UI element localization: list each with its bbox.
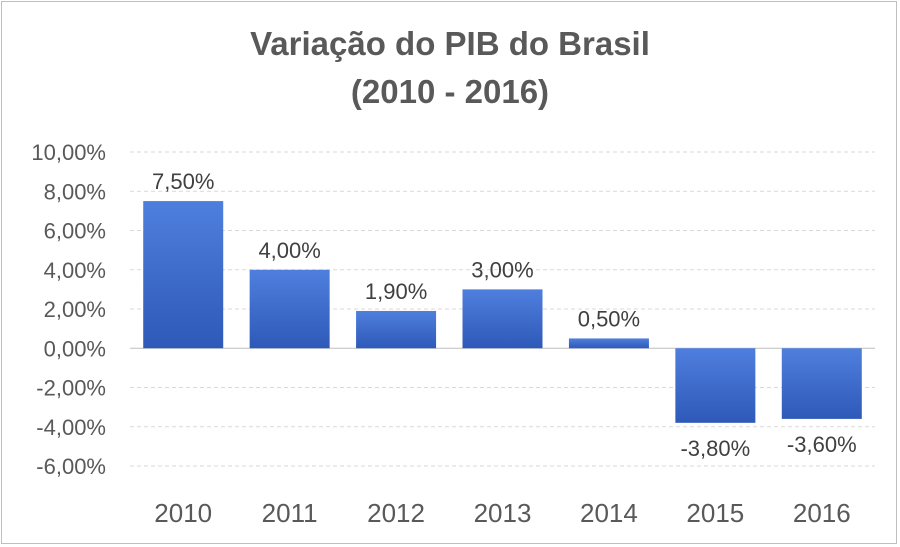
bar-2015 — [675, 348, 756, 423]
y-tick-label: 6,00% — [44, 219, 106, 244]
data-label-2015: -3,80% — [680, 436, 750, 461]
y-tick-label: 8,00% — [44, 179, 106, 204]
data-label-2013: 3,00% — [471, 257, 533, 282]
data-label-2014: 0,50% — [578, 306, 640, 331]
data-label-2010: 7,50% — [152, 169, 214, 194]
y-tick-label: 2,00% — [44, 297, 106, 322]
data-labels: 7,50% 4,00% 1,90% 3,00% 0,50% -3,80% -3,60% — [152, 169, 857, 461]
y-tick-label: -2,00% — [36, 376, 106, 401]
bars — [143, 201, 862, 423]
x-category-label: 2011 — [262, 498, 318, 528]
y-tick-label: -6,00% — [36, 454, 106, 479]
y-tick-label: 4,00% — [44, 258, 106, 283]
x-category-label: 2015 — [686, 498, 744, 528]
bar-2010 — [143, 201, 224, 349]
data-label-2012: 1,90% — [365, 279, 427, 304]
x-category-label: 2014 — [580, 498, 638, 528]
bar-2016 — [781, 348, 862, 419]
data-label-2011: 4,00% — [258, 238, 320, 263]
chart-title-line-1: Variação do PIB do Brasil — [250, 25, 650, 62]
x-category-label: 2016 — [793, 498, 851, 528]
chart-title-line-2: (2010 - 2016) — [351, 73, 549, 110]
x-category-label: 2012 — [367, 498, 425, 528]
x-category-label: 2013 — [474, 498, 532, 528]
bar-2011 — [249, 269, 330, 349]
y-tick-label: -4,00% — [36, 415, 106, 440]
bar-2014 — [568, 338, 649, 349]
y-tick-label: 10,00% — [31, 140, 106, 165]
y-axis-ticks: 10,00% 8,00% 6,00% 4,00% 2,00% 0,00% -2,00% -4,… — [31, 140, 106, 479]
x-category-label: 2010 — [154, 498, 212, 528]
x-axis-categories: 2010 2011 2012 2013 2014 2015 2016 — [154, 498, 850, 528]
y-tick-label: 0,00% — [44, 336, 106, 361]
bar-2012 — [356, 310, 437, 349]
bar-2013 — [462, 289, 543, 349]
data-label-2016: -3,60% — [787, 432, 857, 457]
